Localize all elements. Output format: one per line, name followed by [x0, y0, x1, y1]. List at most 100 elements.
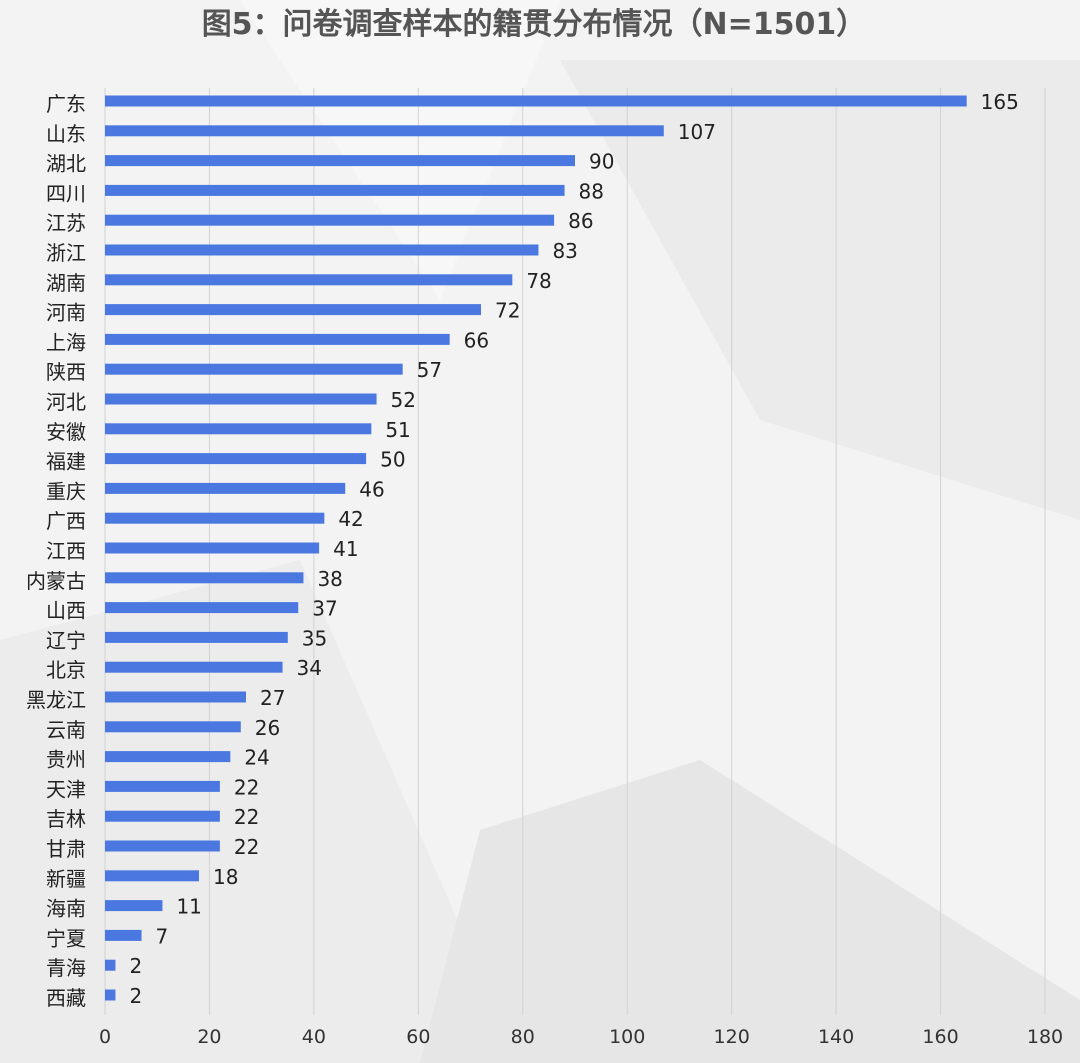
bar: [105, 542, 320, 554]
bar: [105, 631, 288, 643]
category-label: 天津: [46, 777, 86, 801]
bar: [105, 304, 481, 316]
category-label: 河南: [46, 301, 86, 325]
category-label: 山东: [46, 122, 86, 146]
x-tick-label: 100: [609, 1026, 645, 1048]
value-label: 22: [234, 805, 259, 829]
value-label: 41: [333, 537, 358, 561]
category-label: 北京: [46, 658, 86, 682]
value-label: 72: [495, 299, 520, 323]
category-label: 辽宁: [46, 628, 86, 652]
bar: [105, 602, 299, 614]
x-tick-label: 20: [197, 1026, 221, 1048]
bar: [105, 691, 246, 703]
value-label: 37: [312, 597, 337, 621]
bar: [105, 155, 575, 167]
value-label: 7: [156, 924, 169, 948]
value-label: 24: [244, 746, 269, 770]
category-label: 西藏: [46, 986, 86, 1010]
category-label: 浙江: [46, 241, 86, 265]
value-label: 83: [552, 239, 577, 263]
bar: [105, 184, 565, 196]
category-label: 新疆: [46, 867, 86, 891]
value-label: 42: [338, 507, 363, 531]
category-label: 湖北: [46, 152, 86, 176]
value-labels: 1651079088868378726657525150464241383735…: [129, 90, 1018, 1008]
bar: [105, 900, 163, 912]
bar: [105, 929, 142, 941]
value-label: 78: [526, 269, 551, 293]
bar: [105, 363, 403, 375]
category-label: 青海: [46, 956, 86, 980]
x-tick-label: 180: [1027, 1026, 1063, 1048]
category-label: 广西: [46, 509, 86, 533]
grid-lines: [104, 88, 1046, 1015]
x-tick-label: 140: [818, 1026, 854, 1048]
value-label: 2: [129, 984, 142, 1008]
bar: [105, 244, 539, 256]
bar: [105, 333, 450, 345]
category-label: 云南: [46, 718, 86, 742]
value-label: 35: [302, 626, 327, 650]
x-tick-label: 0: [99, 1026, 111, 1048]
value-label: 11: [176, 895, 201, 919]
bar: [105, 751, 231, 763]
x-tick-label: 160: [922, 1026, 958, 1048]
value-label: 90: [589, 150, 614, 174]
category-labels: 广东山东湖北四川江苏浙江湖南河南上海陕西河北安徽福建重庆广西江西内蒙古山西辽宁北…: [26, 92, 86, 1010]
bar: [105, 482, 346, 494]
chart-title: 图5：问卷调查样本的籍贯分布情况（N=1501）: [202, 7, 867, 42]
category-label: 广东: [46, 92, 86, 116]
x-tick-label: 120: [714, 1026, 750, 1048]
value-label: 22: [234, 775, 259, 799]
category-label: 陕西: [46, 360, 86, 384]
category-label: 山西: [46, 599, 86, 623]
value-label: 165: [981, 90, 1019, 114]
value-label: 52: [391, 388, 416, 412]
category-label: 吉林: [46, 807, 86, 831]
bar: [105, 214, 555, 226]
bar: [105, 780, 220, 792]
bar: [105, 989, 116, 1001]
category-label: 福建: [46, 450, 86, 474]
bar: [105, 512, 325, 524]
value-label: 2: [129, 954, 142, 978]
value-label: 18: [213, 865, 238, 889]
bar: [105, 661, 283, 673]
bar: [105, 274, 513, 286]
category-label: 四川: [46, 181, 86, 205]
bar: [105, 453, 367, 465]
value-label: 46: [359, 477, 384, 501]
category-label: 上海: [46, 330, 86, 354]
value-label: 88: [579, 179, 604, 203]
x-tick-label: 80: [511, 1026, 535, 1048]
value-label: 66: [464, 328, 489, 352]
x-tick-label: 40: [302, 1026, 326, 1048]
x-tick-labels: 0 20 40 60 80 100 120 140 160 180: [99, 1026, 1063, 1048]
bar: [105, 840, 220, 852]
value-label: 38: [317, 567, 342, 591]
bar: [105, 572, 304, 584]
bar: [105, 125, 664, 137]
category-label: 甘肃: [46, 837, 86, 861]
value-label: 50: [380, 448, 405, 472]
value-label: 22: [234, 835, 259, 859]
value-label: 27: [260, 686, 285, 710]
value-label: 51: [385, 418, 410, 442]
value-label: 86: [568, 209, 593, 233]
category-label: 安徽: [46, 420, 86, 444]
category-label: 宁夏: [46, 926, 86, 950]
bar: [105, 393, 377, 405]
category-label: 湖南: [46, 271, 86, 295]
bar: [105, 95, 967, 107]
category-label: 黑龙江: [26, 688, 86, 712]
bar: [105, 870, 199, 882]
value-label: 107: [678, 120, 716, 144]
category-label: 重庆: [46, 479, 86, 503]
category-label: 江苏: [46, 211, 86, 235]
x-tick-label: 60: [406, 1026, 430, 1048]
category-label: 河北: [46, 390, 86, 414]
